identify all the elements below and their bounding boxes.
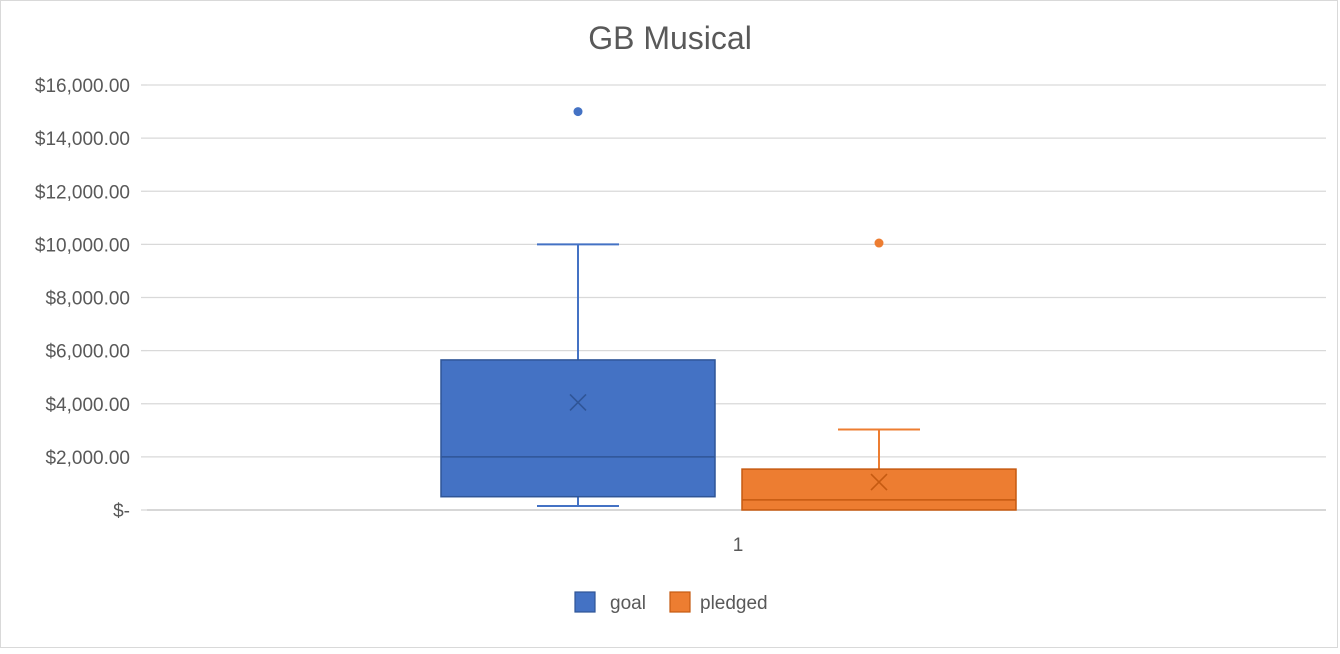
y-tick-label: $10,000.00 bbox=[35, 235, 130, 256]
y-tick-label: $2,000.00 bbox=[45, 448, 130, 469]
outlier-point bbox=[573, 107, 583, 117]
y-tick-label: $12,000.00 bbox=[35, 182, 130, 203]
legend-item-goal: goal bbox=[574, 591, 646, 614]
x-tick-label: 1 bbox=[733, 535, 744, 556]
legend-item-pledged: pledged bbox=[669, 591, 768, 614]
y-tick-label: $4,000.00 bbox=[45, 395, 130, 416]
mean-marker bbox=[870, 473, 888, 491]
legend-swatch bbox=[574, 591, 596, 613]
y-tick-label: $8,000.00 bbox=[45, 289, 130, 310]
y-tick-label: $6,000.00 bbox=[45, 342, 130, 363]
y-tick-label: $16,000.00 bbox=[35, 76, 130, 97]
x-axis: 1 bbox=[733, 535, 744, 556]
y-axis: $- $2,000.00 $4,000.00 $6,000.00 $8,000.00 $1… bbox=[35, 76, 147, 522]
legend-swatch bbox=[669, 591, 691, 613]
legend-label: goal bbox=[610, 593, 646, 614]
box-iqr bbox=[440, 359, 716, 498]
y-tick-label: $- bbox=[113, 501, 130, 522]
mean-marker bbox=[569, 393, 587, 411]
box-series bbox=[440, 107, 1017, 511]
legend: goal pledged bbox=[574, 591, 768, 614]
box-iqr bbox=[741, 468, 1017, 511]
y-tick-label: $14,000.00 bbox=[35, 129, 130, 150]
gridlines bbox=[147, 84, 1326, 511]
box-goal bbox=[440, 107, 716, 508]
chart-title: GB Musical bbox=[588, 20, 752, 56]
box-pledged bbox=[741, 238, 1017, 511]
legend-label: pledged bbox=[700, 593, 768, 614]
outlier-point bbox=[874, 238, 884, 248]
